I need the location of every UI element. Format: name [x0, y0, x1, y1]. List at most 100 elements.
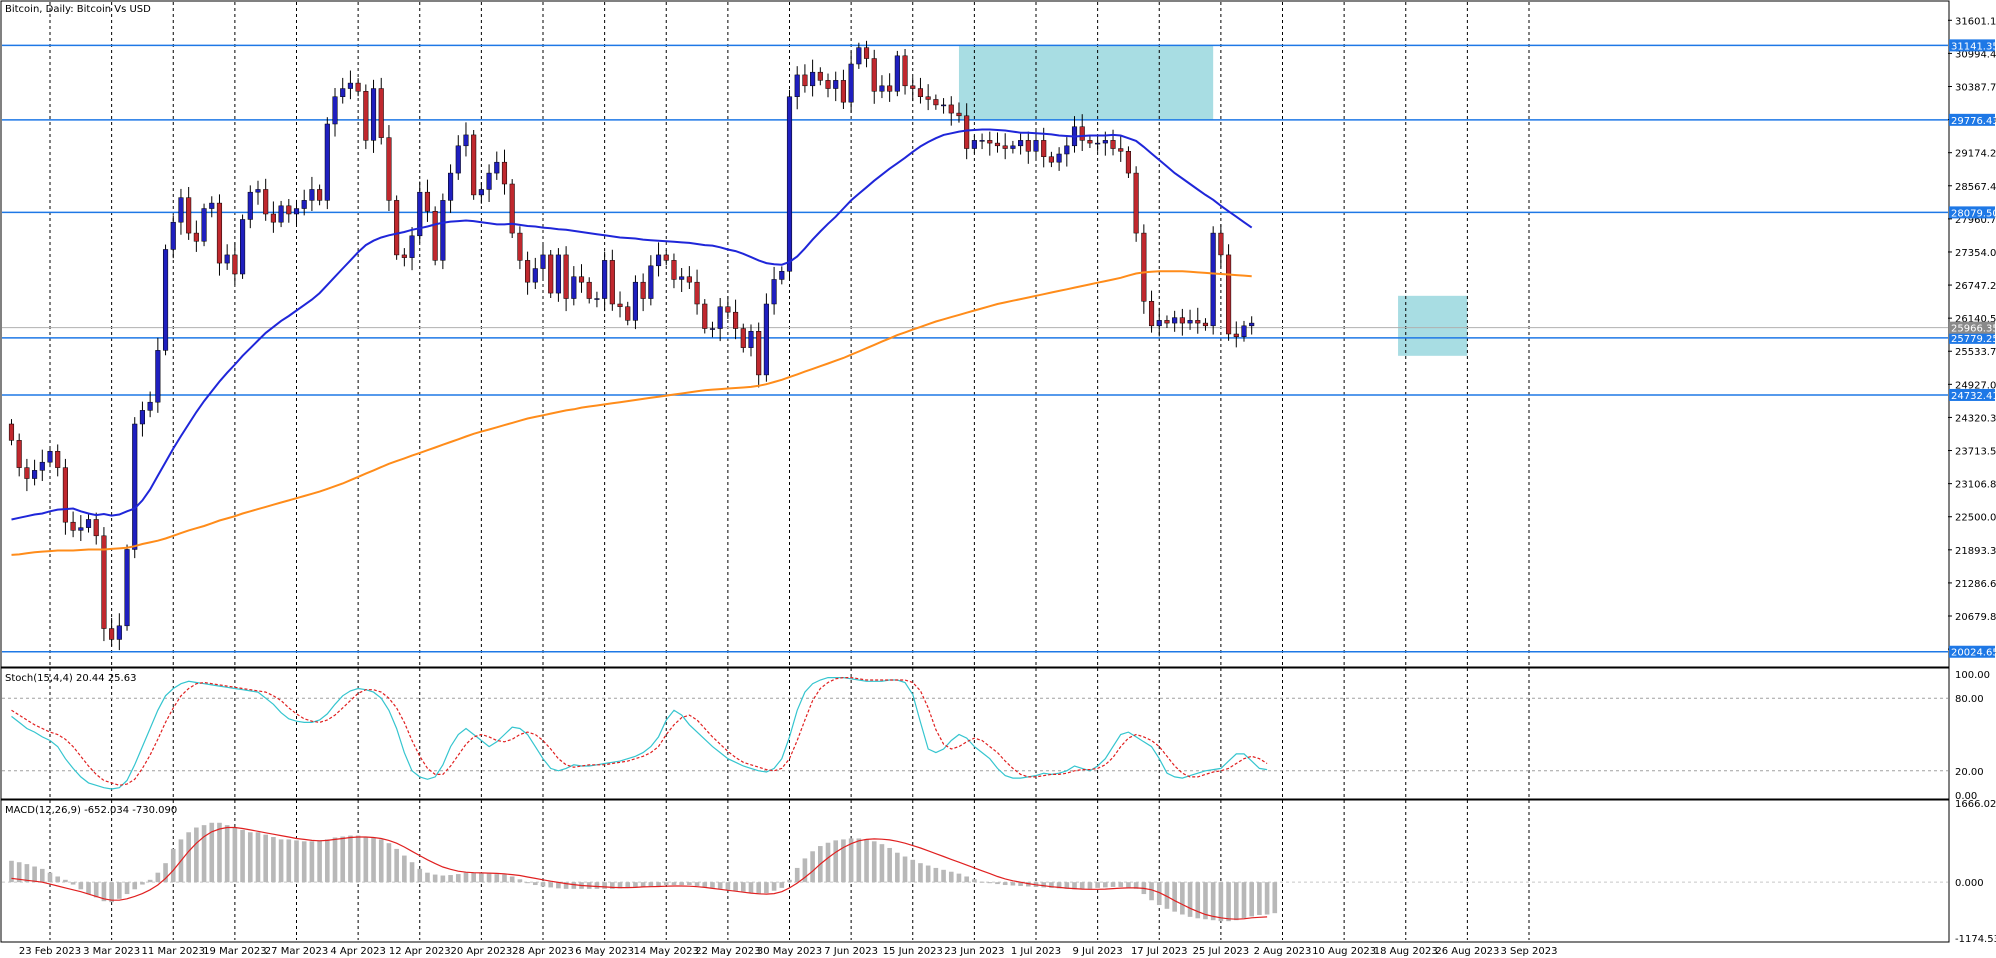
y-tick-label: 26140.52: [1955, 314, 1996, 325]
macd-bar: [1187, 882, 1193, 917]
macd-bar: [648, 882, 654, 887]
macd-bar: [1203, 882, 1208, 920]
macd-bar: [1018, 882, 1023, 886]
candle-body: [640, 281, 646, 299]
candle: [979, 133, 985, 150]
level-tag-text: 31141.35: [1951, 41, 1996, 52]
macd-bar: [240, 829, 245, 883]
current-price-text: 25966.35: [1951, 324, 1996, 335]
level-tag: 25779.25: [1949, 331, 1996, 345]
macd-bar: [1264, 882, 1270, 915]
candle-body: [525, 260, 531, 283]
candle: [594, 291, 600, 308]
macd-bar: [717, 882, 723, 889]
macd-bar: [1079, 882, 1085, 890]
candle: [401, 248, 407, 267]
candle-body: [655, 254, 662, 267]
candle: [1133, 166, 1139, 242]
candle: [833, 71, 839, 102]
x-tick-label: 7 Jun 2023: [824, 946, 878, 957]
candle-body: [856, 47, 862, 65]
level-tag: 31141.35: [1949, 39, 1996, 52]
macd-bar: [617, 882, 623, 889]
macd-bar: [594, 882, 600, 889]
candle: [640, 273, 646, 312]
macd-bar: [794, 867, 800, 883]
macd-bar: [964, 876, 969, 883]
candle-body: [1164, 320, 1170, 324]
candle-body: [409, 235, 415, 258]
candle-body: [1125, 151, 1131, 174]
candle-body: [1187, 320, 1193, 324]
candle-body: [941, 104, 947, 107]
candle: [848, 51, 854, 113]
candle: [78, 515, 84, 541]
candle: [786, 89, 793, 280]
candle-body: [1133, 172, 1139, 234]
candle: [1187, 309, 1193, 330]
stoch-tick-label: 100.00: [1955, 670, 1990, 681]
candle: [548, 250, 554, 298]
candle: [517, 226, 523, 270]
macd-bar: [733, 882, 738, 891]
level-tag-text: 24732.41: [1951, 391, 1996, 402]
candle-body: [964, 115, 970, 149]
macd-bar: [548, 882, 554, 888]
macd-bar: [317, 840, 322, 883]
level-tag: 20024.65: [1949, 645, 1996, 659]
macd-signal-line: [11, 826, 1268, 920]
candle: [409, 227, 415, 271]
macd-bar: [779, 882, 785, 888]
candle-body: [571, 276, 577, 299]
macd-bar: [610, 882, 615, 889]
candle: [840, 69, 846, 109]
macd-bar: [63, 879, 68, 883]
candle: [347, 70, 353, 100]
macd-bar: [1210, 882, 1216, 921]
macd-bar: [1126, 882, 1131, 888]
candle: [902, 49, 908, 95]
candle-body: [702, 303, 708, 329]
candle: [155, 337, 161, 413]
candle-body: [748, 331, 754, 348]
candle: [771, 266, 777, 315]
candle-body: [817, 71, 823, 81]
ma-fast-line: [11, 128, 1253, 521]
candle-body: [1148, 301, 1155, 327]
candle: [240, 214, 246, 279]
candle-body: [609, 260, 615, 305]
candle: [748, 324, 754, 357]
candle: [1010, 140, 1016, 154]
candle: [609, 249, 615, 311]
macd-bar: [1103, 882, 1108, 888]
candle: [147, 391, 153, 418]
candle: [170, 215, 176, 259]
macd-bar: [186, 832, 191, 883]
candle: [863, 40, 870, 68]
candle: [70, 511, 76, 538]
candle-body: [1249, 322, 1255, 327]
macd-bar: [640, 882, 646, 887]
candle-body: [725, 306, 731, 313]
candle-body: [440, 200, 446, 261]
x-tick-label: 14 May 2023: [634, 946, 699, 957]
macd-bar: [294, 840, 299, 883]
level-tag: 29776.43: [1949, 113, 1996, 127]
macd-bar: [209, 822, 215, 883]
candle-body: [301, 200, 307, 209]
candle-body: [786, 96, 793, 272]
x-tick-label: 6 May 2023: [575, 946, 634, 957]
macd-bar: [170, 848, 176, 883]
candle-body: [455, 145, 461, 174]
candle: [933, 94, 939, 110]
candle: [1202, 318, 1209, 331]
x-tick-label: 3 Mar 2023: [83, 946, 140, 957]
candle: [1141, 224, 1147, 314]
macd-bar: [1249, 882, 1254, 917]
x-tick-label: 11 Mar 2023: [142, 946, 205, 957]
x-tick-label: 17 Jul 2023: [1131, 946, 1188, 957]
macd-bar: [1049, 882, 1054, 888]
candle-body: [478, 189, 484, 196]
candle: [255, 180, 261, 205]
candle: [193, 220, 199, 252]
